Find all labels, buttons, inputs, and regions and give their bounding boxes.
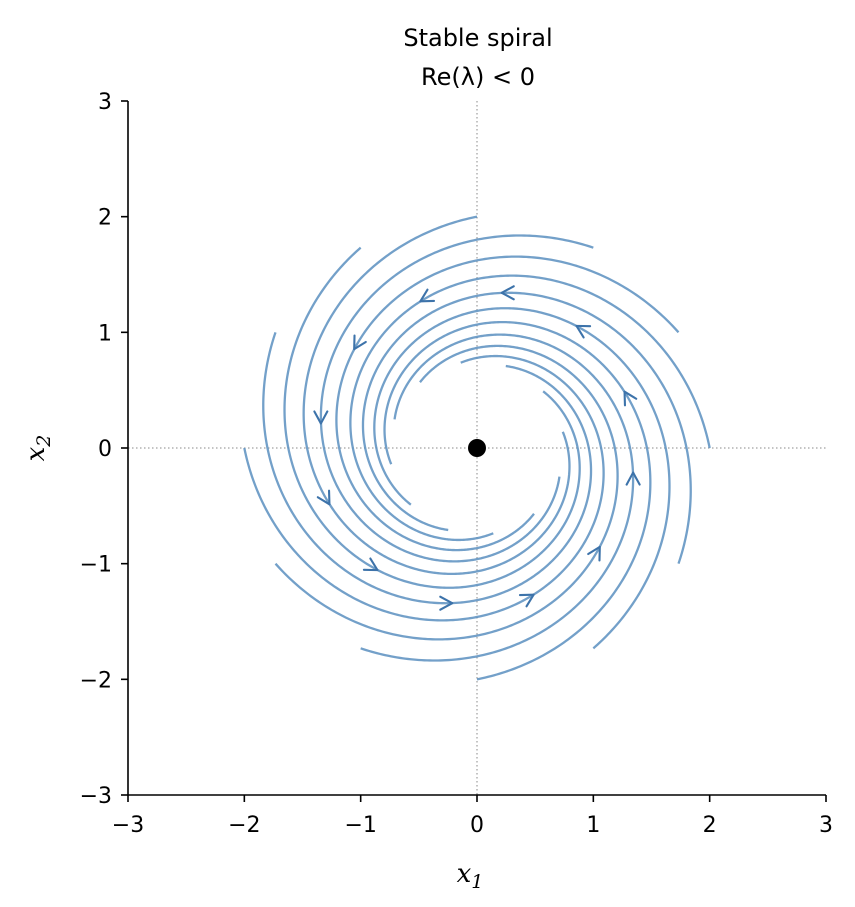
trajectory	[373, 307, 671, 650]
direction-arrow	[518, 593, 535, 608]
y-tick-label: 3	[98, 90, 112, 115]
direction-arrow	[362, 557, 379, 572]
axes: −3 −2 −1 0 1 2 3 −3 −2 −1 0 1 2 3	[80, 90, 833, 838]
direction-arrow	[623, 390, 638, 407]
y-tick-label: 0	[98, 437, 112, 462]
x-ticks: −3 −2 −1 0 1 2 3	[112, 795, 833, 838]
x-tick-label: 2	[703, 813, 717, 838]
direction-arrow	[419, 288, 436, 303]
trajectory	[335, 255, 680, 552]
trajectory	[262, 331, 593, 605]
y-tick-label: −1	[80, 553, 112, 578]
x-axis-label-base: x	[457, 859, 472, 889]
chart-title: Stable spiral	[403, 24, 552, 52]
x-tick-label: −3	[112, 813, 144, 838]
trajectory	[243, 354, 605, 622]
x-tick-label: 3	[819, 813, 833, 838]
trajectory	[319, 234, 594, 563]
direction-arrow	[500, 285, 515, 301]
chart-subtitle: Re(λ) < 0	[421, 63, 535, 91]
direction-arrow	[316, 489, 331, 506]
y-axis-label-base: x	[21, 446, 51, 461]
direction-arrow-group	[313, 285, 641, 611]
x-tick-label: 1	[586, 813, 600, 838]
trajectory	[383, 320, 652, 681]
direction-arrow	[587, 545, 601, 562]
trajectory	[302, 215, 571, 576]
y-tick-label: 1	[98, 321, 112, 346]
x-tick-label: −1	[344, 813, 376, 838]
y-axis-label-subscript: 2	[33, 435, 55, 448]
y-tick-label: −3	[80, 784, 112, 809]
trajectory	[274, 344, 619, 641]
equilibrium-point	[468, 439, 486, 457]
direction-arrow	[353, 334, 367, 351]
trajectory-group	[243, 215, 711, 681]
direction-arrow	[439, 595, 454, 611]
y-tick-label: 2	[98, 206, 112, 231]
trajectory	[361, 291, 692, 565]
direction-arrow	[313, 410, 329, 425]
x-axis-label: x1	[457, 859, 484, 893]
trajectory	[349, 274, 711, 542]
trajectory	[360, 333, 635, 662]
y-tick-label: −2	[80, 668, 112, 693]
x-tick-label: −2	[228, 813, 260, 838]
y-ticks: −3 −2 −1 0 1 2 3	[80, 90, 128, 809]
y-axis-label: x2	[21, 435, 55, 462]
trajectory	[283, 246, 581, 589]
x-axis-label-subscript: 1	[471, 871, 483, 893]
direction-arrow	[575, 324, 592, 339]
direction-arrow	[625, 471, 641, 486]
x-tick-label: 0	[470, 813, 484, 838]
plot-area	[128, 101, 826, 795]
